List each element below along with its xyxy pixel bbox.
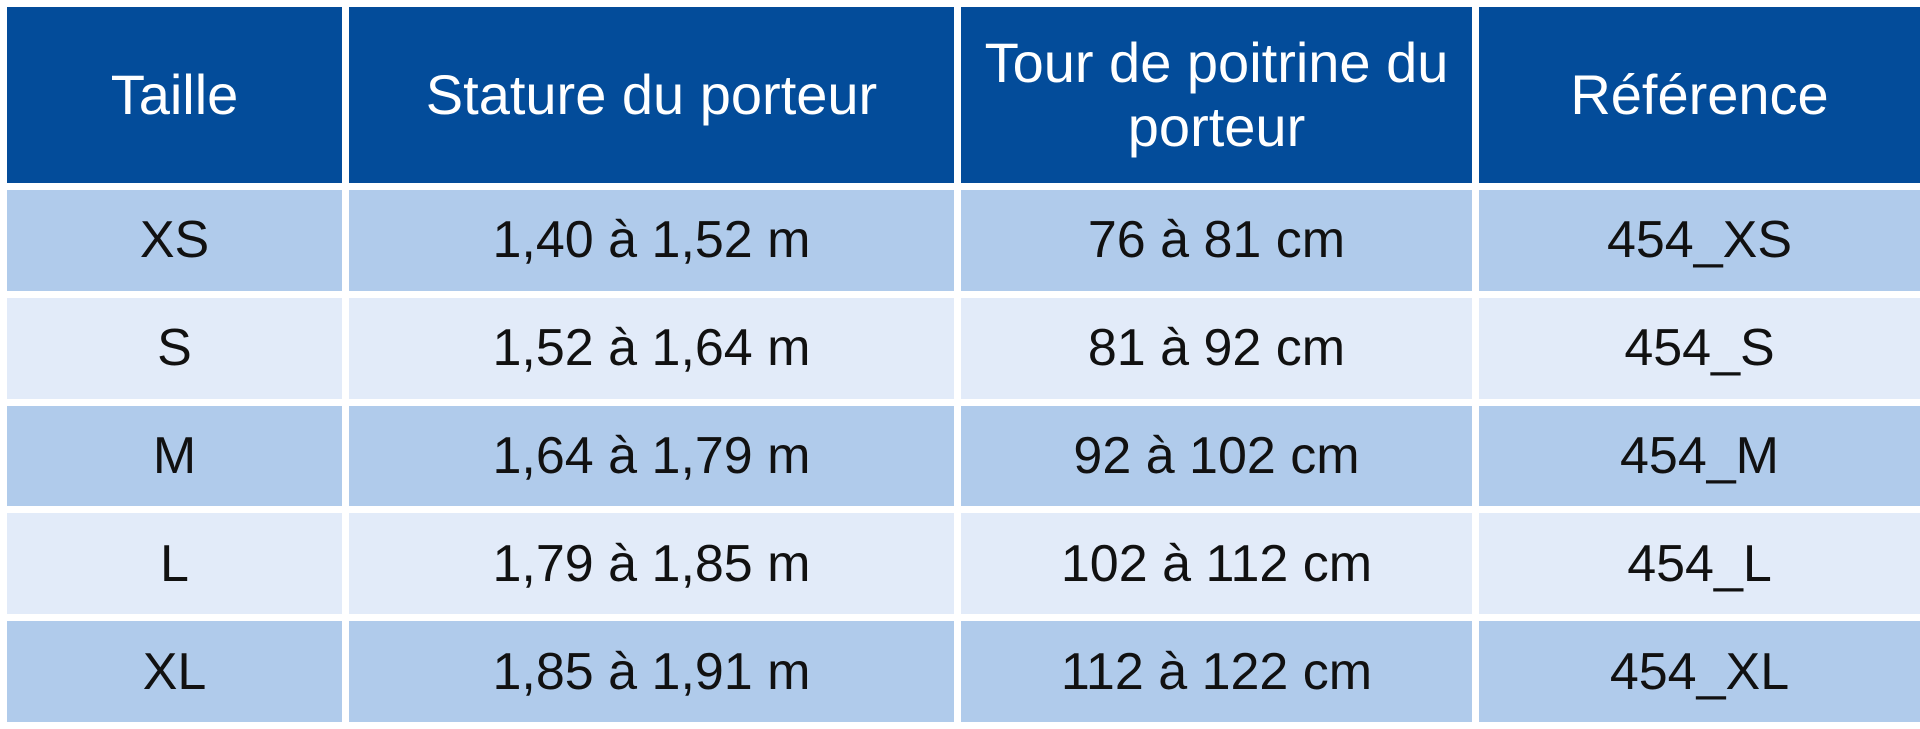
table-row: S 1,52 à 1,64 m 81 à 92 cm 454_S — [0, 290, 1920, 406]
header-size: Taille — [0, 0, 349, 190]
cell-stature: 1,52 à 1,64 m — [342, 290, 961, 406]
cell-reference: 454_L — [1472, 506, 1920, 622]
table-row: XS 1,40 à 1,52 m 76 à 81 cm 454_XS — [0, 183, 1920, 298]
cell-reference: 454_XS — [1472, 183, 1920, 298]
header-reference: Référence — [1472, 0, 1920, 190]
header-chest: Tour de poitrine du porteur — [954, 0, 1479, 190]
table-row: L 1,79 à 1,85 m 102 à 112 cm 454_L — [0, 506, 1920, 622]
cell-reference: 454_M — [1472, 398, 1920, 514]
cell-chest: 76 à 81 cm — [954, 183, 1479, 298]
cell-size: XL — [0, 614, 349, 729]
table-body: XS 1,40 à 1,52 m 76 à 81 cm 454_XS S 1,5… — [0, 183, 1920, 729]
cell-chest: 102 à 112 cm — [954, 506, 1479, 622]
table-row: XL 1,85 à 1,91 m 112 à 122 cm 454_XL — [0, 614, 1920, 729]
cell-size: L — [0, 506, 349, 622]
cell-size: XS — [0, 183, 349, 298]
table-header: Taille Stature du porteur Tour de poitri… — [0, 0, 1920, 190]
header-stature: Stature du porteur — [342, 0, 961, 190]
cell-reference: 454_XL — [1472, 614, 1920, 729]
header-row: Taille Stature du porteur Tour de poitri… — [0, 0, 1920, 190]
cell-size: S — [0, 290, 349, 406]
cell-stature: 1,79 à 1,85 m — [342, 506, 961, 622]
cell-stature: 1,64 à 1,79 m — [342, 398, 961, 514]
cell-stature: 1,40 à 1,52 m — [342, 183, 961, 298]
cell-reference: 454_S — [1472, 290, 1920, 406]
cell-size: M — [0, 398, 349, 514]
cell-chest: 92 à 102 cm — [954, 398, 1479, 514]
table-row: M 1,64 à 1,79 m 92 à 102 cm 454_M — [0, 398, 1920, 514]
cell-stature: 1,85 à 1,91 m — [342, 614, 961, 729]
cell-chest: 81 à 92 cm — [954, 290, 1479, 406]
cell-chest: 112 à 122 cm — [954, 614, 1479, 729]
